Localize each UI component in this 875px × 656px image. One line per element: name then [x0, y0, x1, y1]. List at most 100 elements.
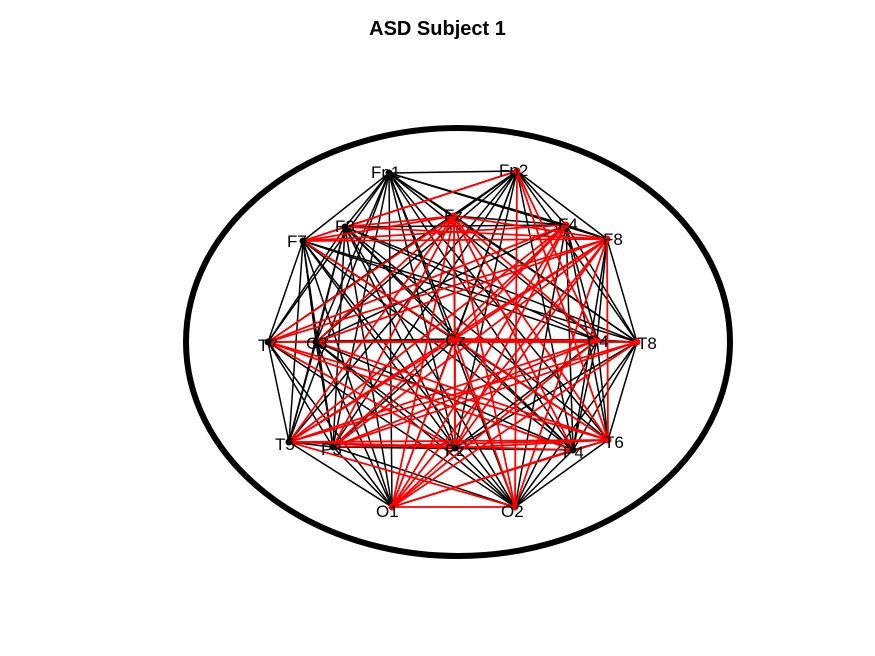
node-Cz [451, 335, 459, 343]
black-edge-F8-T8 [606, 238, 638, 343]
black-edge-F8-C4 [596, 238, 608, 341]
black-edge-Cz-P4 [454, 338, 574, 451]
red-edge-Cz-O2 [454, 338, 516, 508]
black-edge-Fp2-T8 [516, 170, 638, 343]
red-edge-F8-F3 [344, 226, 608, 240]
red-edge-Fp2-F3 [344, 170, 518, 228]
red-edge-F8-C3 [315, 238, 608, 343]
black-edge-F3-P3 [332, 226, 346, 448]
black-edge-F4-C3 [315, 224, 567, 343]
node-Fp2 [513, 167, 521, 175]
node-label-P3: P3 [321, 440, 342, 459]
node-O2 [511, 503, 519, 511]
black-edge-Fp2-C3 [315, 170, 518, 343]
red-edge-P4-T7 [267, 341, 574, 451]
red-edge-Fz-P4 [453, 215, 574, 451]
node-T8 [633, 338, 641, 346]
red-edge-P4-T5 [288, 441, 574, 451]
black-edge-C3-O1 [315, 341, 393, 508]
black-edge-C3-P4 [315, 341, 574, 451]
node-F8 [603, 235, 611, 243]
black-edge-T7-T5 [267, 341, 290, 443]
node-label-Pz: Pz [445, 441, 465, 460]
node-label-Cz: Cz [445, 331, 466, 350]
red-edge-F8-T6 [606, 238, 609, 441]
black-edge-T6-O2 [514, 439, 609, 508]
black-edge-F3-T6 [344, 226, 609, 441]
black-edge-T8-T6 [607, 341, 638, 441]
red-edge-T6-C3 [315, 341, 609, 441]
black-edge-Fp2-F8 [516, 170, 608, 240]
node-label-T6: T6 [604, 433, 624, 452]
red-edge-Fz-T5 [288, 215, 455, 443]
black-edge-F3-O2 [344, 226, 516, 508]
red-edge-Cz-F7 [302, 240, 456, 340]
nodes [264, 167, 641, 511]
node-label-O1: O1 [376, 502, 399, 521]
black-edge-F4-P4 [565, 224, 574, 451]
figure-title: ASD Subject 1 [369, 18, 506, 40]
black-edge-Cz-P3 [332, 338, 456, 448]
node-T6 [604, 436, 612, 444]
black-edge-Fp1-Fp2 [388, 170, 518, 174]
red-edge-F8-Cz [454, 238, 608, 340]
black-edge-C4-T6 [596, 339, 609, 441]
red-edge-Fp2-O2 [514, 170, 518, 508]
red-edge-Fz-T6 [453, 215, 609, 441]
black-edge-Fz-F4 [453, 215, 567, 226]
red-edges [267, 170, 638, 508]
node-F7 [299, 237, 307, 245]
node-T5 [285, 438, 293, 446]
node-P3 [329, 443, 337, 451]
node-label-F4: F4 [558, 215, 578, 234]
red-edge-F8-Pz [454, 238, 608, 449]
black-edge-Fp2-F4 [516, 170, 567, 226]
node-P4 [569, 446, 577, 454]
node-label-T5: T5 [275, 435, 295, 454]
black-edge-F7-O1 [302, 240, 393, 508]
red-edge-Fp2-T6 [516, 170, 609, 441]
node-label-T8: T8 [637, 334, 657, 353]
node-label-O2: O2 [501, 502, 524, 521]
red-edge-O2-T5 [288, 441, 516, 508]
red-edge-T6-T5 [288, 439, 609, 443]
node-Pz [451, 444, 459, 452]
black-edge-P4-O2 [514, 449, 574, 508]
labels: Fp1 Fp2 F7 F3 Fz F4 F8 T7 C3 Cz C4 T8 T5 P3 Pz P4 T6 O1 O2 [258, 161, 657, 521]
red-edge-F4-O1 [391, 224, 567, 508]
black-edge-F4-T8 [565, 224, 638, 343]
black-edge-F4-F8 [565, 224, 608, 240]
node-label-Fp2: Fp2 [499, 161, 528, 180]
node-F4 [562, 221, 570, 229]
black-edge-T7-P3 [267, 341, 334, 448]
node-C4 [593, 336, 601, 344]
red-edge-T8-P3 [332, 341, 638, 448]
red-edge-Fz-F3 [344, 215, 455, 228]
node-label-C3: C3 [306, 334, 328, 353]
red-edge-C4-T5 [288, 339, 598, 443]
red-edge-O1-P4 [391, 449, 574, 508]
node-T7 [264, 338, 272, 346]
red-edge-F4-F7 [302, 224, 567, 242]
red-edge-Cz-T6 [454, 338, 609, 441]
node-label-Fz: Fz [444, 206, 463, 225]
node-label-P4: P4 [563, 443, 584, 462]
red-edge-T8-O1 [391, 341, 638, 508]
black-edge-F3-T7 [267, 226, 346, 343]
red-edge-F4-T5 [288, 224, 567, 443]
black-edge-C3-T5 [288, 341, 317, 443]
black-edge-Fp1-F7 [302, 172, 390, 242]
node-Fp1 [385, 169, 393, 177]
red-edge-Cz-O1 [391, 338, 456, 508]
black-edge-T8-O2 [514, 341, 638, 508]
black-edges [267, 170, 638, 508]
red-edge-F4-Cz [454, 224, 567, 340]
red-edge-Fp2-C4 [516, 170, 598, 341]
red-edge-F8-F7 [302, 238, 608, 242]
black-edge-C3-Pz [315, 341, 456, 449]
node-label-F3: F3 [335, 217, 355, 236]
node-label-F7: F7 [287, 232, 307, 251]
red-edge-F8-O2 [514, 238, 608, 508]
red-edge-Cz-T5 [288, 338, 456, 443]
